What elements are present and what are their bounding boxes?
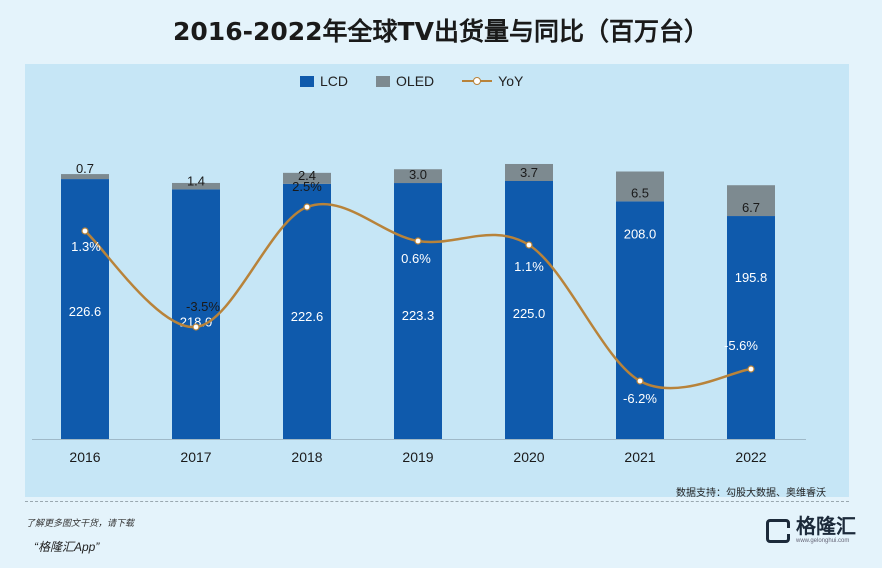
label-yoy-2017: -3.5% — [186, 299, 220, 314]
bar-oled-2021 — [616, 171, 664, 202]
bar-oled-2017 — [172, 182, 220, 190]
label-yoy-2021: -6.2% — [623, 391, 657, 406]
label-lcd-2021: 208.0 — [624, 226, 657, 241]
bar-lcd-2018 — [283, 183, 331, 439]
yoy-point-2021 — [636, 377, 644, 385]
label-oled-2017: 1.4 — [187, 173, 205, 188]
footer-note: 了解更多图文干货，请下载 — [26, 518, 135, 528]
label-lcd-2019: 223.3 — [402, 308, 435, 323]
yoy-point-2016 — [81, 227, 89, 235]
bar-lcd-2017 — [172, 189, 220, 439]
label-yoy-2019: 0.6% — [401, 251, 431, 266]
label-yoy-2020: 1.1% — [514, 259, 544, 274]
x-tick-2018: 2018 — [291, 449, 322, 465]
x-tick-2020: 2020 — [513, 449, 544, 465]
bar-lcd-2019 — [394, 183, 442, 439]
legend-item-yoy: YoY — [462, 73, 523, 89]
legend-item-oled: OLED — [376, 73, 434, 89]
bar-lcd-2016 — [61, 179, 109, 439]
label-yoy-2016: 1.3% — [71, 239, 101, 254]
footer-app-name: “格隆汇App” — [34, 540, 100, 554]
bar-oled-2022 — [727, 185, 775, 217]
x-tick-2021: 2021 — [624, 449, 655, 465]
bar-oled-2018 — [283, 172, 331, 184]
bar-lcd-2022 — [727, 216, 775, 439]
chart-title: 2016-2022年全球TV出货量与同比（百万台） — [173, 17, 709, 46]
bar-lcd-2020 — [505, 181, 553, 439]
label-lcd-2018: 222.6 — [291, 309, 324, 324]
legend-label-yoy: YoY — [498, 73, 524, 89]
label-lcd-2022: 195.8 — [735, 270, 768, 285]
label-lcd-2016: 226.6 — [69, 304, 102, 319]
logo-name: 格隆汇 — [796, 516, 856, 538]
yoy-point-2017 — [192, 323, 200, 331]
x-tick-2017: 2017 — [180, 449, 211, 465]
x-tick-2022: 2022 — [735, 449, 766, 465]
label-oled-2019: 3.0 — [409, 167, 427, 182]
divider — [25, 501, 849, 502]
yoy-point-2022 — [747, 365, 755, 373]
label-lcd-2020: 225.0 — [513, 306, 546, 321]
legend: LCD OLED YoY — [300, 70, 523, 92]
label-oled-2022: 6.7 — [742, 200, 760, 215]
logo-url: www.gelonghui.com — [796, 538, 850, 544]
label-oled-2018: 2.4 — [298, 168, 316, 183]
legend-swatch-oled — [376, 75, 391, 87]
label-yoy-2022: -5.6% — [724, 338, 758, 353]
bar-lcd-2021 — [616, 201, 664, 439]
x-tick-2019: 2019 — [402, 449, 433, 465]
yoy-point-2018 — [303, 203, 311, 211]
bar-oled-2019 — [394, 169, 442, 184]
label-oled-2020: 3.7 — [520, 165, 538, 180]
logo-icon — [766, 519, 790, 543]
legend-swatch-yoy — [462, 75, 493, 87]
label-oled-2016: 0.7 — [76, 161, 94, 176]
brand-logo: 格隆汇 www.gelonghui.com — [766, 517, 856, 545]
legend-label-oled: OLED — [396, 73, 435, 89]
legend-item-lcd: LCD — [300, 73, 348, 89]
data-source: 数据支持：勾股大数据、奥维睿沃 — [676, 488, 826, 499]
label-yoy-2018: 2.5% — [292, 179, 322, 194]
legend-label-lcd: LCD — [320, 73, 349, 89]
x-tick-2016: 2016 — [69, 449, 100, 465]
bar-oled-2020 — [505, 163, 553, 181]
yoy-point-2019 — [414, 237, 422, 245]
bar-oled-2016 — [61, 174, 109, 180]
yoy-point-2020 — [525, 241, 533, 249]
legend-swatch-lcd — [300, 75, 314, 87]
label-oled-2021: 6.5 — [631, 185, 649, 200]
